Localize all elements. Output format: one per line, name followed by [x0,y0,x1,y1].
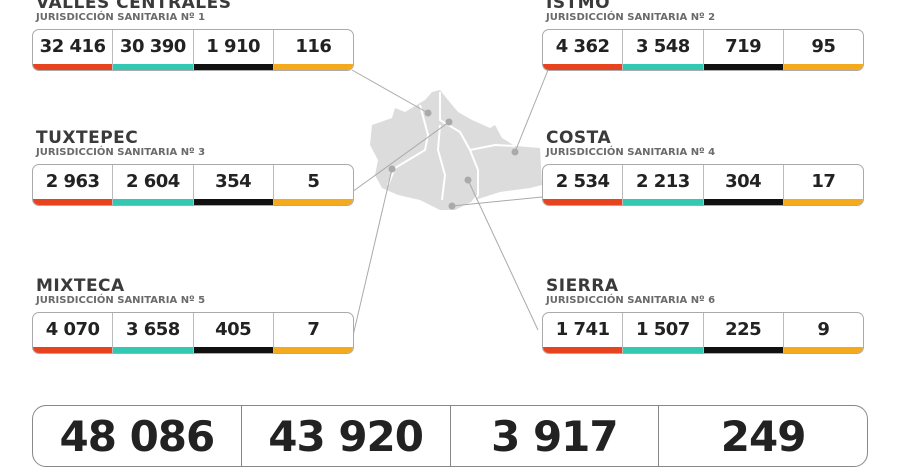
deaths-color-strip [783,199,863,205]
recovered-color-strip [623,347,703,353]
active-color-strip [193,64,273,70]
region-jurisdiction: JURISDICCIÓN SANITARIA Nº 5 [36,295,206,306]
recovered-cell: 3 548 [623,30,704,70]
region-card-valles-centrales: 32 416 30 390 1 910 116 [32,29,354,71]
region-title-valles-centrales: VALLES CENTRALES [36,0,232,13]
cases-cell: 1 741 [543,313,624,353]
cases-color-strip [543,64,623,70]
region-jurisdiction: JURISDICCIÓN SANITARIA Nº 4 [546,147,716,158]
cases-color-strip [33,347,113,353]
recovered-color-strip [113,347,193,353]
region-jurisdiction: JURISDICCIÓN SANITARIA Nº 2 [546,12,716,23]
region-title-tuxtepec: TUXTEPEC [36,128,139,148]
active-cell: 405 [193,313,274,353]
deaths-color-strip [273,199,353,205]
cases-cell: 32 416 [33,30,114,70]
deaths-cell: 17 [783,165,863,205]
deaths-color-strip [783,64,863,70]
active-color-strip [703,347,783,353]
active-color-strip [703,199,783,205]
region-card-istmo: 4 362 3 548 719 95 [542,29,864,71]
cases-cell: 2 534 [543,165,624,205]
active-cell: 354 [193,165,274,205]
active-cell: 1 910 [193,30,274,70]
deaths-cell: 95 [783,30,863,70]
active-color-strip [703,64,783,70]
active-cell: 225 [703,313,784,353]
deaths-cell: 5 [273,165,353,205]
oaxaca-map [351,69,549,341]
cases-color-strip [543,199,623,205]
recovered-cell: 30 390 [113,30,194,70]
cases-color-strip [543,347,623,353]
region-title-sierra: SIERRA [546,276,619,296]
total-active: 3 917 [451,406,660,466]
total-cases: 48 086 [33,406,242,466]
recovered-color-strip [113,64,193,70]
region-title-istmo: ISTMO [546,0,611,13]
region-card-sierra: 1 741 1 507 225 9 [542,312,864,354]
region-jurisdiction: JURISDICCIÓN SANITARIA Nº 6 [546,295,716,306]
deaths-color-strip [273,347,353,353]
deaths-cell: 9 [783,313,863,353]
region-title-mixteca: MIXTECA [36,276,125,296]
recovered-cell: 1 507 [623,313,704,353]
recovered-cell: 2 604 [113,165,194,205]
recovered-color-strip [623,199,703,205]
recovered-cell: 2 213 [623,165,704,205]
recovered-color-strip [623,64,703,70]
region-card-tuxtepec: 2 963 2 604 354 5 [32,164,354,206]
region-jurisdiction: JURISDICCIÓN SANITARIA Nº 3 [36,147,206,158]
region-jurisdiction: JURISDICCIÓN SANITARIA Nº 1 [36,12,206,23]
cases-cell: 4 070 [33,313,114,353]
region-card-mixteca: 4 070 3 658 405 7 [32,312,354,354]
totals-bar: 48 086 43 920 3 917 249 [32,405,868,467]
cases-color-strip [33,64,113,70]
cases-cell: 2 963 [33,165,114,205]
deaths-cell: 116 [273,30,353,70]
total-deaths: 249 [720,412,807,461]
deaths-cell: 7 [273,313,353,353]
recovered-color-strip [113,199,193,205]
region-title-costa: COSTA [546,128,612,148]
active-color-strip [193,347,273,353]
recovered-cell: 3 658 [113,313,194,353]
total-recovered: 43 920 [242,406,451,466]
active-cell: 304 [703,165,784,205]
cases-cell: 4 362 [543,30,624,70]
active-color-strip [193,199,273,205]
deaths-color-strip [783,347,863,353]
active-cell: 719 [703,30,784,70]
deaths-color-strip [273,64,353,70]
cases-color-strip [33,199,113,205]
region-card-costa: 2 534 2 213 304 17 [542,164,864,206]
